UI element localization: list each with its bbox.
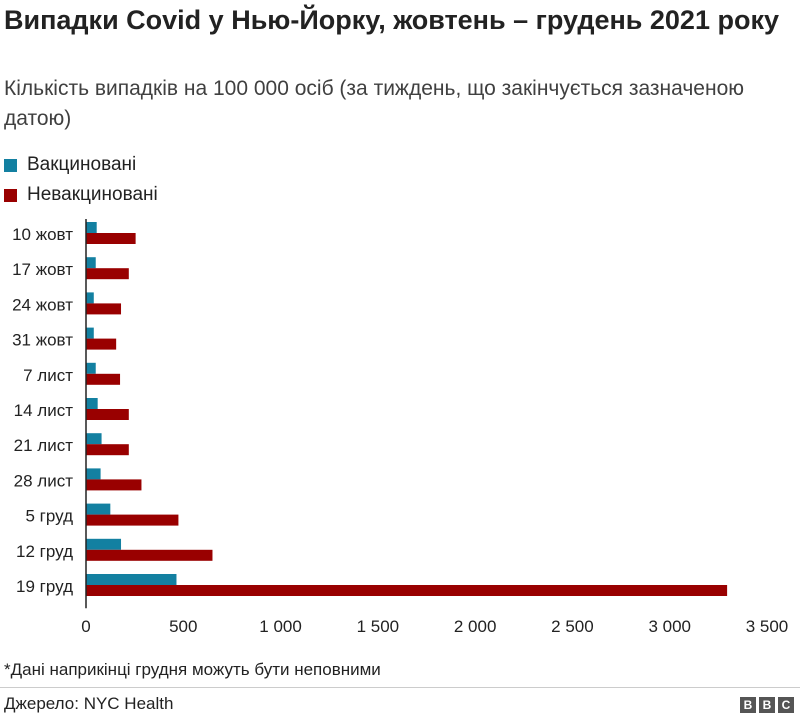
footnote: *Дані наприкінці грудня можуть бути непо… bbox=[4, 660, 381, 679]
x-tick-label: 2 000 bbox=[454, 617, 497, 636]
category-label: 7 лист bbox=[23, 366, 73, 385]
bar-vaccinated bbox=[86, 327, 94, 339]
bar-vaccinated bbox=[86, 433, 102, 445]
x-tick-label: 500 bbox=[169, 617, 197, 636]
legend-swatch-vaccinated bbox=[4, 158, 17, 172]
chart-title: Випадки Covid у Нью-Йорку, жовтень – гру… bbox=[4, 5, 779, 35]
category-label: 12 груд bbox=[16, 542, 73, 561]
bar-unvaccinated bbox=[86, 585, 728, 596]
bbc-logo: B B C bbox=[740, 697, 794, 713]
bar-unvaccinated bbox=[86, 233, 136, 244]
category-label: 10 жовт bbox=[12, 225, 73, 244]
footer-divider bbox=[0, 687, 800, 688]
legend: Вакциновані Невакциновані bbox=[4, 150, 158, 210]
category-label: 19 груд bbox=[16, 577, 73, 596]
bar-unvaccinated bbox=[86, 514, 179, 526]
x-tick-label: 3 000 bbox=[648, 617, 691, 636]
legend-label-unvaccinated: Невакциновані bbox=[27, 184, 158, 205]
bar-unvaccinated bbox=[86, 549, 213, 561]
bar-vaccinated bbox=[86, 292, 94, 304]
bar-vaccinated bbox=[86, 257, 96, 269]
bar-vaccinated bbox=[86, 362, 96, 374]
category-label: 17 жовт bbox=[12, 260, 73, 279]
category-label: 24 жовт bbox=[12, 295, 73, 314]
x-tick-label: 0 bbox=[81, 617, 90, 636]
category-label: 21 лист bbox=[14, 436, 74, 455]
category-label: 5 груд bbox=[26, 507, 74, 526]
category-label: 14 лист bbox=[14, 401, 74, 420]
bar-vaccinated bbox=[86, 468, 101, 480]
category-label: 28 лист bbox=[14, 471, 74, 490]
legend-item-vaccinated: Вакциновані bbox=[4, 150, 158, 180]
chart-subtitle: Кількість випадків на 100 000 осіб (за т… bbox=[4, 77, 745, 130]
bar-unvaccinated bbox=[86, 303, 122, 315]
logo-letter: C bbox=[778, 697, 794, 713]
logo-letter: B bbox=[759, 697, 775, 713]
bar-vaccinated bbox=[86, 398, 98, 409]
x-tick-label: 1 500 bbox=[357, 617, 400, 636]
legend-swatch-unvaccinated bbox=[4, 188, 17, 202]
x-tick-label: 3 500 bbox=[746, 617, 789, 636]
logo-letter: B bbox=[740, 697, 756, 713]
bar-chart: 10 жовт 17 жовт 24 жовт 31 жовт 7 лист 14 лис… bbox=[12, 219, 789, 636]
bar-vaccinated bbox=[86, 538, 122, 550]
x-tick-label: 1 000 bbox=[259, 617, 302, 636]
bar-unvaccinated bbox=[86, 268, 129, 280]
bar-vaccinated bbox=[86, 503, 111, 515]
bar-unvaccinated bbox=[86, 479, 142, 491]
bar-unvaccinated bbox=[86, 444, 129, 456]
bar-unvaccinated bbox=[86, 338, 117, 350]
bar-vaccinated bbox=[86, 222, 97, 233]
legend-label-vaccinated: Вакциновані bbox=[27, 154, 137, 175]
bar-unvaccinated bbox=[86, 409, 129, 420]
bar-vaccinated bbox=[86, 574, 177, 585]
bar-unvaccinated bbox=[86, 373, 121, 385]
source-text: Джерело: NYC Health bbox=[4, 694, 174, 713]
category-label: 31 жовт bbox=[12, 331, 73, 350]
x-tick-label: 2 500 bbox=[551, 617, 594, 636]
legend-item-unvaccinated: Невакциновані bbox=[4, 180, 158, 210]
